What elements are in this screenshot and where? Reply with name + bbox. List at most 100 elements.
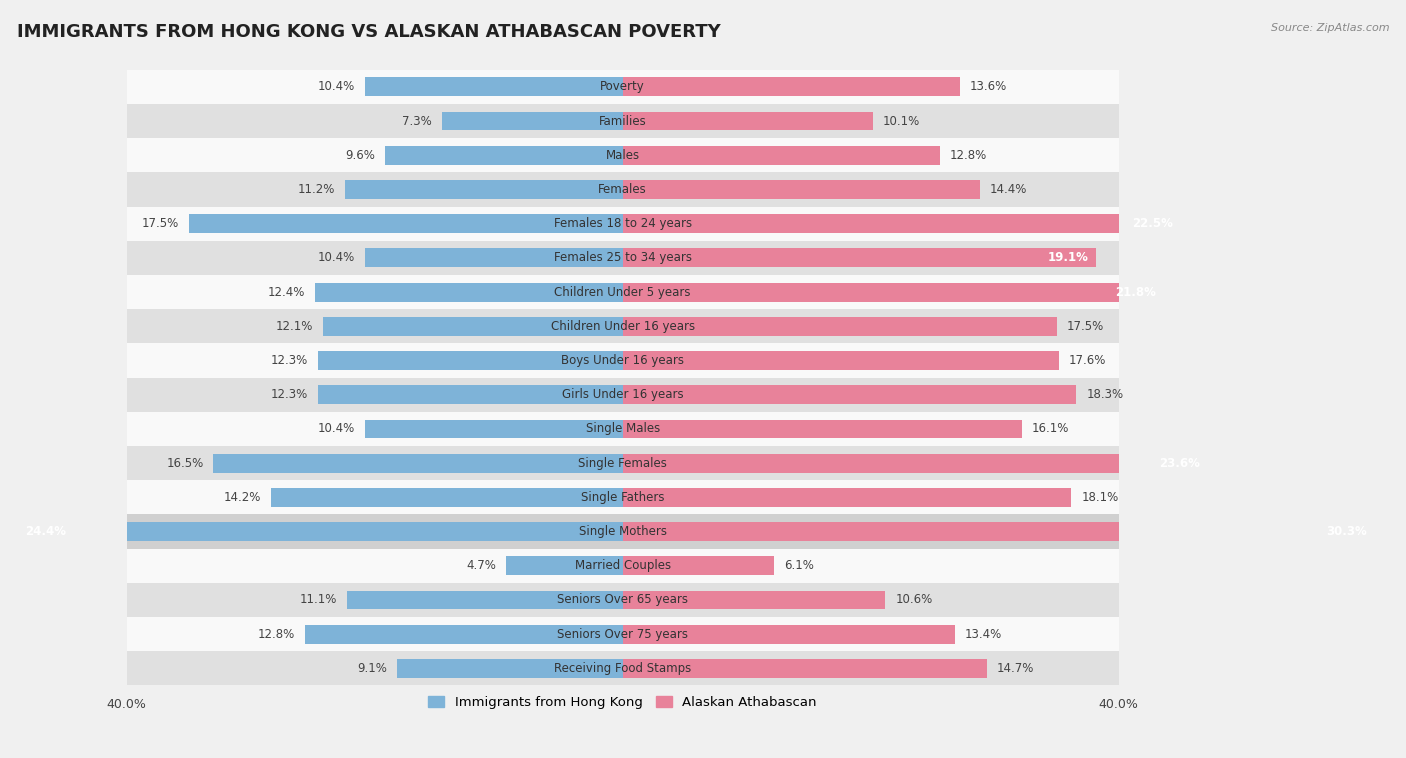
Bar xyxy=(127,515,1119,549)
Text: 10.4%: 10.4% xyxy=(318,252,354,265)
Text: Families: Families xyxy=(599,114,647,127)
Text: Seniors Over 65 years: Seniors Over 65 years xyxy=(557,594,688,606)
Text: Males: Males xyxy=(606,149,640,161)
Bar xyxy=(127,172,1119,207)
Text: 10.4%: 10.4% xyxy=(318,80,354,93)
Text: Single Mothers: Single Mothers xyxy=(579,525,666,538)
Bar xyxy=(623,556,773,575)
Text: Boys Under 16 years: Boys Under 16 years xyxy=(561,354,685,367)
Text: Source: ZipAtlas.com: Source: ZipAtlas.com xyxy=(1271,23,1389,33)
Text: 9.6%: 9.6% xyxy=(344,149,374,161)
Text: 11.1%: 11.1% xyxy=(299,594,337,606)
Bar xyxy=(127,481,1119,515)
Bar xyxy=(127,549,1119,583)
Text: IMMIGRANTS FROM HONG KONG VS ALASKAN ATHABASCAN POVERTY: IMMIGRANTS FROM HONG KONG VS ALASKAN ATH… xyxy=(17,23,721,41)
Text: Seniors Over 75 years: Seniors Over 75 years xyxy=(557,628,688,641)
Bar xyxy=(623,146,941,164)
Bar xyxy=(385,146,623,164)
Text: 12.3%: 12.3% xyxy=(270,388,308,401)
Text: 12.3%: 12.3% xyxy=(270,354,308,367)
Text: Children Under 16 years: Children Under 16 years xyxy=(551,320,695,333)
Text: 11.2%: 11.2% xyxy=(298,183,335,196)
Text: Children Under 5 years: Children Under 5 years xyxy=(554,286,690,299)
Bar xyxy=(127,583,1119,617)
Bar xyxy=(364,249,623,268)
Bar xyxy=(18,522,623,541)
Bar xyxy=(506,556,623,575)
Bar xyxy=(623,522,1374,541)
Bar xyxy=(315,283,623,302)
Text: 17.5%: 17.5% xyxy=(1067,320,1104,333)
Bar xyxy=(623,283,1163,302)
Text: 14.4%: 14.4% xyxy=(990,183,1026,196)
Text: 4.7%: 4.7% xyxy=(467,559,496,572)
Bar xyxy=(344,180,623,199)
Bar xyxy=(127,104,1119,138)
Text: Poverty: Poverty xyxy=(600,80,645,93)
Text: Females 25 to 34 years: Females 25 to 34 years xyxy=(554,252,692,265)
Text: Married Couples: Married Couples xyxy=(575,559,671,572)
Bar xyxy=(364,419,623,438)
Bar xyxy=(127,207,1119,241)
Bar xyxy=(127,446,1119,481)
Bar xyxy=(347,590,623,609)
Text: 10.4%: 10.4% xyxy=(318,422,354,435)
Text: 13.4%: 13.4% xyxy=(965,628,1002,641)
Bar xyxy=(441,111,623,130)
Bar xyxy=(322,317,623,336)
Bar xyxy=(270,488,623,507)
Bar xyxy=(127,343,1119,377)
Bar xyxy=(318,351,623,370)
Bar xyxy=(364,77,623,96)
Bar xyxy=(127,377,1119,412)
Bar xyxy=(623,351,1059,370)
Text: 13.6%: 13.6% xyxy=(970,80,1007,93)
Text: Receiving Food Stamps: Receiving Food Stamps xyxy=(554,662,692,675)
Text: Single Males: Single Males xyxy=(585,422,659,435)
Bar xyxy=(127,412,1119,446)
Bar xyxy=(623,77,960,96)
Text: Girls Under 16 years: Girls Under 16 years xyxy=(562,388,683,401)
Bar xyxy=(623,317,1056,336)
Bar xyxy=(623,488,1071,507)
Text: 22.5%: 22.5% xyxy=(1132,218,1173,230)
Text: 18.1%: 18.1% xyxy=(1081,491,1119,504)
Bar xyxy=(623,419,1022,438)
Text: 12.4%: 12.4% xyxy=(269,286,305,299)
Bar xyxy=(188,215,623,233)
Bar xyxy=(623,111,873,130)
Bar xyxy=(127,241,1119,275)
Text: 19.1%: 19.1% xyxy=(1047,252,1088,265)
Bar xyxy=(623,659,987,678)
Text: 10.1%: 10.1% xyxy=(883,114,921,127)
Text: 21.8%: 21.8% xyxy=(1115,286,1156,299)
Text: 10.6%: 10.6% xyxy=(896,594,932,606)
Bar xyxy=(623,454,1208,472)
Bar xyxy=(305,625,623,644)
Bar xyxy=(623,625,955,644)
Text: 18.3%: 18.3% xyxy=(1087,388,1123,401)
Text: 6.1%: 6.1% xyxy=(783,559,814,572)
Text: 17.6%: 17.6% xyxy=(1069,354,1107,367)
Bar xyxy=(127,70,1119,104)
Bar xyxy=(127,617,1119,651)
Text: 12.8%: 12.8% xyxy=(259,628,295,641)
Text: 30.3%: 30.3% xyxy=(1326,525,1367,538)
Text: 24.4%: 24.4% xyxy=(25,525,66,538)
Bar xyxy=(127,309,1119,343)
Text: 7.3%: 7.3% xyxy=(402,114,432,127)
Text: Single Fathers: Single Fathers xyxy=(581,491,665,504)
Text: Females 18 to 24 years: Females 18 to 24 years xyxy=(554,218,692,230)
Bar xyxy=(623,215,1181,233)
Bar xyxy=(127,138,1119,172)
Bar xyxy=(623,180,980,199)
Text: Females: Females xyxy=(599,183,647,196)
Bar xyxy=(623,249,1097,268)
Bar xyxy=(623,590,886,609)
Bar xyxy=(214,454,623,472)
Text: 12.8%: 12.8% xyxy=(950,149,987,161)
Bar xyxy=(127,275,1119,309)
Bar xyxy=(127,651,1119,685)
Text: 16.1%: 16.1% xyxy=(1032,422,1069,435)
Bar xyxy=(318,385,623,404)
